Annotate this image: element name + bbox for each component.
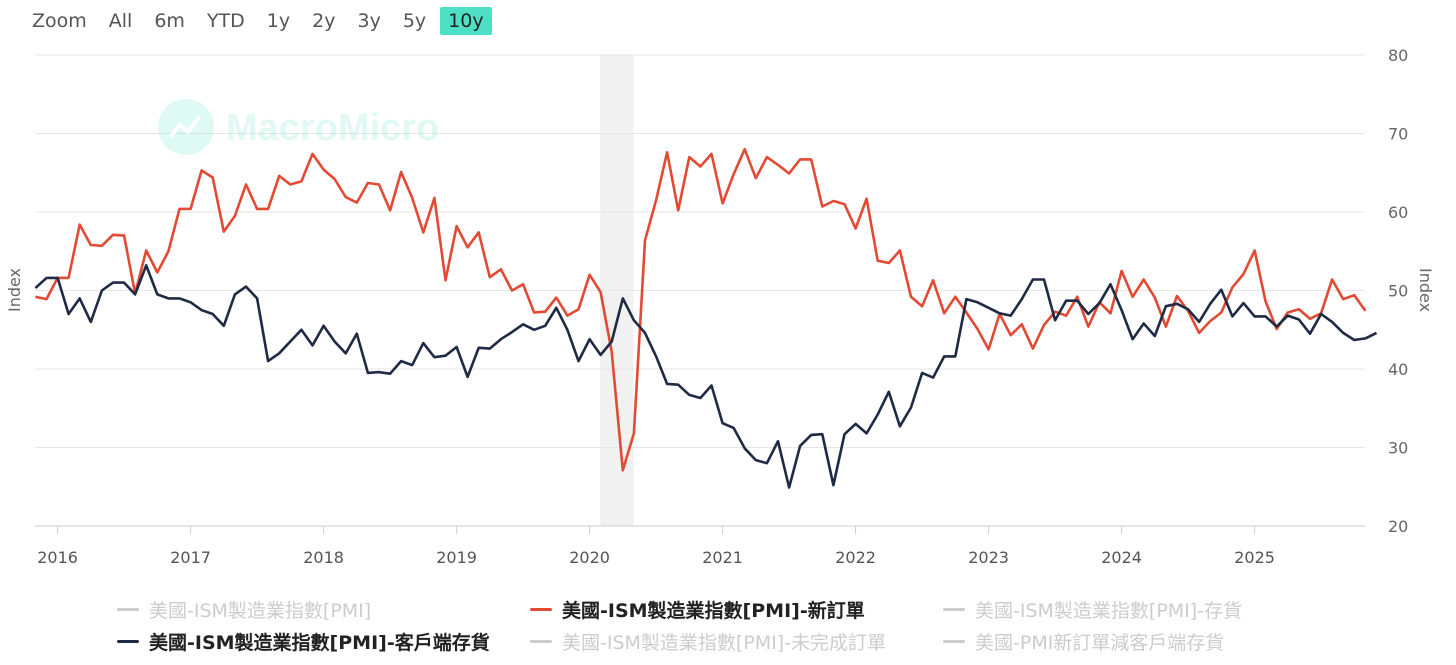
- x-tick-label: 2018: [303, 548, 344, 567]
- legend-label: 美國-ISM製造業指數[PMI]-新訂單: [562, 600, 865, 622]
- x-tick-label: 2024: [1101, 548, 1142, 567]
- legend: 美國-ISM製造業指數[PMI] 美國-ISM製造業指數[PMI]-新訂單 美國…: [0, 592, 1456, 662]
- legend-item-pmi[interactable]: 美國-ISM製造業指數[PMI]: [117, 596, 371, 623]
- zoom-button-10y[interactable]: 10y: [440, 7, 492, 35]
- y-axis-right-ticks: 20 30 40 50 60 70 80: [1388, 46, 1408, 536]
- legend-swatch: [117, 640, 139, 643]
- x-tick-label: 2019: [436, 548, 477, 567]
- legend-label: 美國-ISM製造業指數[PMI]: [149, 600, 372, 622]
- y-axis-left-label: Index: [5, 268, 24, 312]
- zoom-button-3y[interactable]: 3y: [357, 10, 381, 32]
- legend-item-backlog[interactable]: 美國-ISM製造業指數[PMI]-未完成訂單: [530, 628, 886, 655]
- series-line-customer-inventories: [34, 264, 1378, 489]
- x-tick-label: 2023: [968, 548, 1009, 567]
- watermark-logo-icon: [158, 99, 214, 155]
- y-tick-label: 50: [1388, 282, 1408, 301]
- x-tick-label: 2017: [170, 548, 211, 567]
- y-tick-label: 70: [1388, 125, 1408, 144]
- series-lines: [34, 147, 1378, 489]
- grid-lines: [35, 54, 1365, 527]
- zoom-label: Zoom: [32, 10, 87, 32]
- watermark: MacroMicro: [158, 99, 439, 155]
- series-line-new-orders: [35, 147, 1367, 472]
- legend-label: 美國-PMI新訂單減客戶端存貨: [975, 632, 1225, 654]
- zoom-button-5y[interactable]: 5y: [402, 10, 427, 32]
- x-tick-label: 2020: [569, 548, 610, 567]
- x-tick-label: 2016: [37, 548, 78, 567]
- legend-swatch: [530, 640, 552, 643]
- zoom-button-6m[interactable]: 6m: [154, 10, 185, 32]
- legend-label: 美國-ISM製造業指數[PMI]-未完成訂單: [562, 632, 887, 654]
- legend-swatch: [943, 640, 965, 643]
- legend-item-inventories[interactable]: 美國-ISM製造業指數[PMI]-存貨: [943, 596, 1242, 623]
- y-axis-right-label: Index: [1416, 268, 1435, 312]
- watermark-chart-icon: [168, 114, 202, 139]
- zoom-button-all[interactable]: All: [108, 10, 133, 32]
- y-tick-label: 20: [1388, 517, 1408, 536]
- y-tick-label: 80: [1388, 46, 1408, 65]
- watermark-text: MacroMicro: [226, 107, 439, 149]
- legend-item-customer-inventories[interactable]: 美國-ISM製造業指數[PMI]-客戶端存貨: [117, 628, 490, 655]
- x-tick-label: 2021: [702, 548, 743, 567]
- legend-label: 美國-ISM製造業指數[PMI]-存貨: [975, 600, 1243, 622]
- legend-label: 美國-ISM製造業指數[PMI]-客戶端存貨: [149, 632, 490, 654]
- legend-swatch: [530, 608, 552, 611]
- legend-item-spread[interactable]: 美國-PMI新訂單減客戶端存貨: [943, 628, 1224, 655]
- legend-item-new-orders[interactable]: 美國-ISM製造業指數[PMI]-新訂單: [530, 596, 865, 623]
- zoom-button-2y[interactable]: 2y: [312, 10, 336, 32]
- legend-swatch: [117, 608, 139, 611]
- y-tick-label: 40: [1388, 360, 1408, 379]
- zoom-bar: Zoom All 6m YTD 1y 2y 3y 5y 10y: [22, 5, 498, 37]
- x-tick-label: 2022: [835, 548, 876, 567]
- y-tick-label: 30: [1388, 439, 1408, 458]
- x-tick-label: 2025: [1234, 548, 1275, 567]
- legend-swatch: [943, 608, 965, 611]
- zoom-button-ytd[interactable]: YTD: [206, 10, 245, 32]
- x-axis-ticks: 2016 2017 2018 2019 2020 2021 2022 2023 2024 2025: [37, 526, 1275, 567]
- y-tick-label: 60: [1388, 203, 1408, 222]
- zoom-button-1y[interactable]: 1y: [266, 10, 291, 32]
